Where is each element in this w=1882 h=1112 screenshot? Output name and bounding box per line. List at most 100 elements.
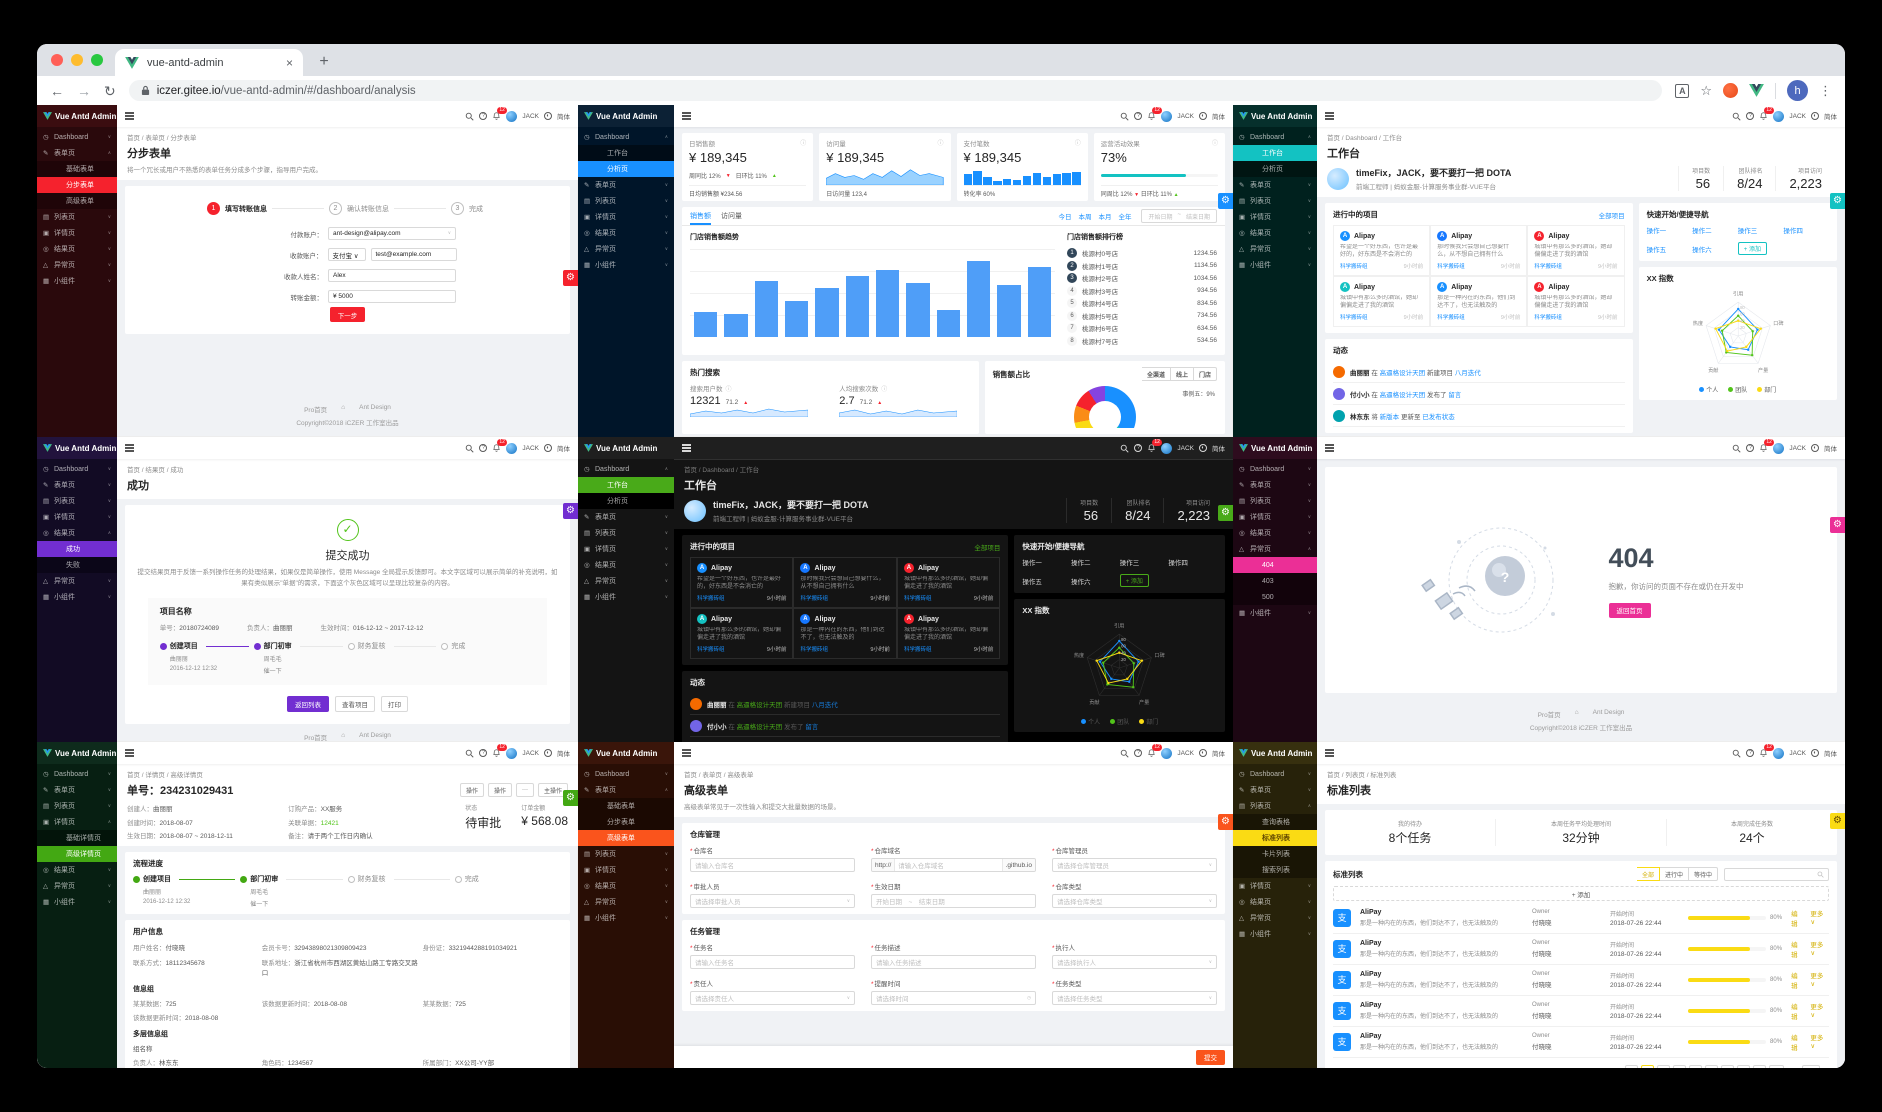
more-link[interactable]: 更多 ∨ bbox=[1810, 1035, 1824, 1050]
sidebar-item-异常页[interactable]: △ 异常页 ∨ bbox=[43, 261, 111, 269]
sidebar-item-分步表单[interactable]: 分步表单 bbox=[578, 814, 674, 830]
profile-avatar[interactable]: h bbox=[1787, 80, 1808, 101]
sidebar-item-结果页[interactable]: ◎ 结果页 ∨ bbox=[43, 245, 111, 253]
notifications-bell[interactable]: 12 bbox=[492, 106, 507, 122]
sidebar-item-异常页[interactable]: △ 异常页 ∨ bbox=[43, 882, 111, 890]
notifications-bell[interactable]: 12 bbox=[1759, 106, 1774, 122]
sidebar-item-小组件[interactable]: ▦ 小组件 ∨ bbox=[43, 593, 111, 601]
user-name[interactable]: JACK bbox=[522, 749, 539, 757]
sidebar-item-结果页[interactable]: ◎ 结果页 ∧ bbox=[43, 529, 111, 537]
help-icon[interactable]: ? bbox=[1746, 749, 1755, 757]
edit-link[interactable]: 编辑 bbox=[1791, 911, 1798, 928]
sidebar-item-结果页[interactable]: ◎ 结果页 ∨ bbox=[584, 229, 668, 237]
field-input[interactable]: Alex bbox=[328, 269, 456, 282]
language-label[interactable]: 简体 bbox=[1212, 446, 1225, 453]
sidebar-item-列表页[interactable]: ▤ 列表页 ∨ bbox=[1239, 497, 1311, 505]
sidebar-item-详情页[interactable]: ▣ 详情页 ∨ bbox=[584, 545, 668, 553]
language-label[interactable]: 简体 bbox=[1212, 114, 1225, 121]
sidebar-item-Dashboard[interactable]: ◷ Dashboard ∨ bbox=[43, 133, 111, 141]
back-button[interactable]: ← bbox=[50, 82, 64, 99]
date-range-picker[interactable]: 开始日期 ~ 结束日期 bbox=[1141, 209, 1217, 223]
search-icon[interactable] bbox=[1732, 444, 1741, 453]
language-label[interactable]: 简体 bbox=[1824, 446, 1837, 453]
sidebar-item-工作台[interactable]: 工作台 bbox=[578, 477, 674, 493]
sidebar-item-异常页[interactable]: △ 异常页 ∨ bbox=[584, 898, 668, 906]
help-icon[interactable]: ? bbox=[1746, 112, 1755, 120]
help-icon[interactable]: ? bbox=[479, 112, 488, 120]
sidebar-item-异常页[interactable]: △ 异常页 ∨ bbox=[1239, 914, 1311, 922]
sidebar-item-查询表格[interactable]: 查询表格 bbox=[1233, 814, 1317, 830]
sidebar-item-列表页[interactable]: ▤ 列表页 ∨ bbox=[43, 213, 111, 221]
search-input[interactable] bbox=[1724, 867, 1829, 881]
theme-settings-button[interactable]: ⚙ bbox=[1830, 193, 1845, 209]
user-avatar[interactable] bbox=[1773, 110, 1785, 122]
next-step-button[interactable]: 下一步 bbox=[329, 307, 366, 322]
notifications-bell[interactable]: 12 bbox=[492, 743, 507, 759]
language-icon[interactable]: ◐ bbox=[1199, 749, 1207, 757]
user-name[interactable]: JACK bbox=[522, 444, 539, 452]
sidebar-item-分析页[interactable]: 分析页 bbox=[1233, 161, 1317, 177]
user-avatar[interactable] bbox=[1161, 747, 1173, 759]
extension-icon[interactable] bbox=[1723, 83, 1738, 98]
close-window-button[interactable] bbox=[51, 54, 63, 66]
search-icon[interactable] bbox=[465, 444, 474, 453]
notifications-bell[interactable]: 12 bbox=[1759, 438, 1774, 454]
sidebar-item-结果页[interactable]: ◎ 结果页 ∨ bbox=[1239, 229, 1311, 237]
info-icon[interactable]: ⓘ bbox=[937, 140, 944, 147]
sidebar-item-列表页[interactable]: ▤ 列表页 ∨ bbox=[43, 497, 111, 505]
language-label[interactable]: 简体 bbox=[1824, 114, 1837, 121]
menu-toggle-icon[interactable] bbox=[1325, 443, 1334, 454]
back-home-button[interactable]: 返回首页 bbox=[1608, 602, 1651, 618]
op-link[interactable]: 操作六 bbox=[1071, 578, 1091, 586]
notifications-bell[interactable]: 12 bbox=[492, 438, 507, 454]
page-button[interactable]: 3 bbox=[1672, 1065, 1686, 1068]
user-name[interactable]: JACK bbox=[1177, 444, 1194, 452]
op-link[interactable]: 操作五 bbox=[1022, 578, 1042, 586]
language-label[interactable]: 简体 bbox=[1212, 751, 1225, 758]
field-input[interactable]: 请选择执行人 ∨ bbox=[1052, 955, 1217, 969]
edit-link[interactable]: 编辑 bbox=[1791, 973, 1798, 990]
project-card[interactable]: A Alipay 城镇中有那么多的酒馆，她却偏偏走进了我的酒馆 科学搬砖组 9小时前 bbox=[1527, 225, 1625, 276]
bookmark-star-icon[interactable]: ☆ bbox=[1700, 83, 1712, 98]
more-link[interactable]: 更多 ∨ bbox=[1810, 942, 1824, 957]
user-avatar[interactable] bbox=[1773, 747, 1785, 759]
sidebar-item-404[interactable]: 404 bbox=[1233, 557, 1317, 573]
sidebar-item-标准列表[interactable]: 标准列表 bbox=[1233, 830, 1317, 846]
notifications-bell[interactable]: 12 bbox=[1147, 743, 1162, 759]
theme-settings-button[interactable]: ⚙ bbox=[563, 503, 578, 519]
theme-settings-button[interactable]: ⚙ bbox=[1830, 813, 1845, 829]
sidebar-item-小组件[interactable]: ▦ 小组件 ∨ bbox=[1239, 261, 1311, 269]
help-icon[interactable]: ? bbox=[479, 749, 488, 757]
field-input[interactable]: 请选择仓库类型 ∨ bbox=[1052, 894, 1217, 908]
project-card[interactable]: A Alipay 那是一种内在的东西，他们到达不了，也无法触及的 科学搬砖组 9小时… bbox=[793, 608, 897, 659]
project-card[interactable]: A Alipay 城镇中有那么多的酒馆，她却偏偏走进了我的酒馆 科学搬砖组 9小时前 bbox=[690, 608, 794, 659]
page-button[interactable]: 1 bbox=[1640, 1065, 1654, 1068]
sidebar-item-高级表单[interactable]: 高级表单 bbox=[578, 830, 674, 846]
sidebar-item-基础表单[interactable]: 基础表单 bbox=[37, 161, 117, 177]
vue-devtools-icon[interactable] bbox=[1749, 84, 1764, 97]
sidebar-item-列表页[interactable]: ▤ 列表页 ∨ bbox=[584, 529, 668, 537]
user-avatar[interactable] bbox=[506, 747, 518, 759]
forward-button[interactable]: → bbox=[77, 82, 91, 99]
sidebar-item-异常页[interactable]: △ 异常页 ∧ bbox=[1239, 545, 1311, 553]
page-button[interactable]: 10 bbox=[1736, 1065, 1750, 1068]
footer-link[interactable]: Pro首页 bbox=[304, 407, 328, 414]
sidebar-item-异常页[interactable]: △ 异常页 ∨ bbox=[584, 245, 668, 253]
op-link[interactable]: 操作五 bbox=[1646, 246, 1667, 254]
field-input[interactable]: 请选择时间 ◷ bbox=[871, 991, 1036, 1005]
sidebar-item-高级详情页[interactable]: 高级详情页 bbox=[37, 846, 117, 862]
language-icon[interactable]: ◐ bbox=[544, 444, 552, 452]
more-link[interactable]: 更多 ∨ bbox=[1810, 973, 1824, 988]
field-input[interactable]: 请输入任务描述 bbox=[871, 955, 1036, 969]
menu-toggle-icon[interactable] bbox=[682, 748, 691, 759]
sidebar-item-详情页[interactable]: ▣ 详情页 ∨ bbox=[43, 513, 111, 521]
menu-toggle-icon[interactable] bbox=[125, 443, 134, 454]
field-input[interactable]: 请输入仓库名 bbox=[690, 858, 855, 872]
menu-toggle-icon[interactable] bbox=[682, 111, 691, 122]
sidebar-item-表单页[interactable]: ✎ 表单页 ∨ bbox=[43, 481, 111, 489]
info-icon[interactable]: ⓘ bbox=[1074, 140, 1081, 147]
more-link[interactable]: 更多 ∨ bbox=[1810, 1004, 1824, 1019]
project-card[interactable]: A Alipay 城镇中有那么多的酒馆，她却偏偏走进了我的酒馆 科学搬砖组 9小时前 bbox=[896, 608, 1001, 659]
filter-button[interactable]: 全部 bbox=[1636, 867, 1660, 881]
filter-button[interactable]: 进行中 bbox=[1659, 867, 1689, 881]
